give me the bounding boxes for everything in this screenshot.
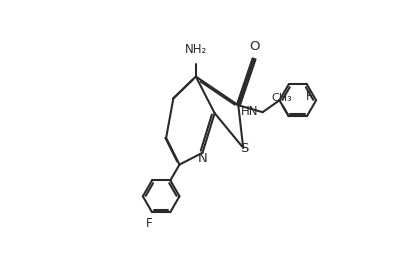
Text: CH₃: CH₃ (272, 93, 292, 103)
Text: F: F (146, 217, 153, 230)
Text: NH₂: NH₂ (185, 43, 207, 56)
Text: F: F (305, 89, 312, 103)
Text: O: O (249, 40, 259, 53)
Text: S: S (240, 142, 248, 155)
Text: N: N (198, 152, 208, 165)
Text: HN: HN (241, 105, 259, 118)
